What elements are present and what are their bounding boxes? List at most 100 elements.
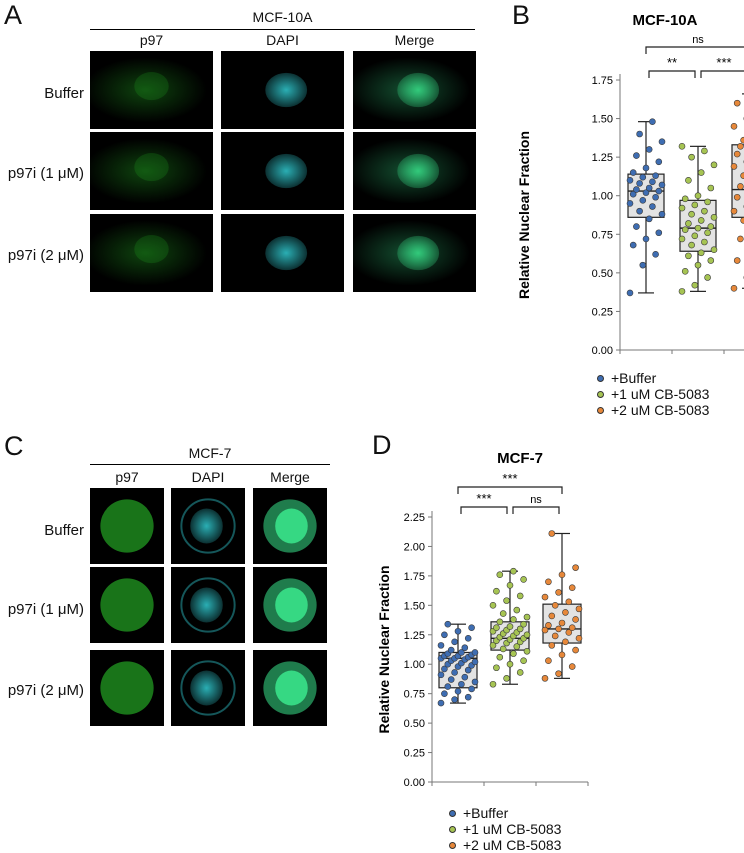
- panel-c-image-r2-p97: [90, 567, 164, 643]
- chart-b-point: [704, 198, 711, 206]
- chart-d-sig-bracket: [512, 506, 560, 514]
- chart-b-point: [639, 261, 647, 269]
- panel-c-col-merge: Merge: [270, 469, 310, 485]
- chart-d-point: [513, 643, 521, 650]
- chart-d-point: [489, 680, 497, 688]
- chart-b-point: [733, 257, 741, 264]
- chart-d-sig-bracket: [460, 506, 508, 514]
- panel-d-letter: D: [372, 430, 392, 460]
- panel-c-letter: C: [4, 431, 24, 461]
- chart-b-point: [633, 186, 640, 193]
- panel-a-image-r2-dapi: [221, 132, 344, 210]
- chart-b-point: [733, 99, 741, 107]
- chart-b-point: [626, 289, 634, 297]
- legend-b-buffer: +Buffer: [597, 370, 656, 386]
- chart-d-point: [551, 602, 559, 609]
- chart-d-point: [441, 690, 448, 697]
- chart-b-point: [737, 183, 744, 190]
- chart-d-point: [555, 625, 562, 633]
- chart-b-point: [639, 197, 647, 204]
- panel-c-image-r2-dapi: [171, 567, 245, 643]
- panel-c-image-r1-p97: [90, 488, 164, 564]
- chart-b-point: [639, 173, 647, 181]
- panel-c-row-p97i-2: p97i (2 μM): [7, 682, 84, 699]
- chart-b-point: [678, 204, 686, 212]
- chart-d-point: [545, 657, 552, 664]
- chart-b-point: [740, 217, 744, 224]
- chart-b-point: [642, 164, 650, 172]
- panel-a-image-r1-merge: [353, 51, 476, 129]
- chart-d-point: [496, 653, 504, 661]
- chart-b-point: [688, 153, 695, 161]
- chart-d-point: [572, 564, 579, 571]
- chart-d-point: [499, 610, 507, 617]
- panel-c-row-buffer: Buffer: [44, 522, 84, 539]
- chart-d-point: [496, 618, 504, 626]
- panel-a-image-r2-merge: [353, 132, 476, 210]
- panel-c-image-r3-p97: [90, 650, 164, 726]
- chart-d-point: [558, 619, 566, 627]
- chart-b-sig-label: ns: [692, 34, 704, 46]
- panel-a-row-p97i-1: p97i (1 μM): [7, 165, 84, 182]
- chart-b-point: [697, 169, 705, 176]
- chart-b-sig-label: ***: [716, 55, 731, 70]
- panel-a-row-p97i-2: p97i (2 μM): [7, 247, 84, 264]
- panel-c-col-dapi: DAPI: [191, 469, 225, 485]
- chart-b-point: [707, 257, 715, 264]
- chart-d-point: [541, 675, 549, 682]
- chart-d-point: [548, 642, 556, 649]
- chart-d-point: [523, 631, 531, 639]
- chart-d-point: [541, 626, 549, 634]
- chart-b-point: [685, 176, 692, 184]
- chart-d-y-tick-label: 2.25: [404, 512, 425, 524]
- chart-b-point: [645, 184, 653, 192]
- chart-b-point: [649, 203, 656, 210]
- chart-d-y-tick-label: 0.25: [404, 748, 425, 760]
- chart-d-point: [548, 530, 556, 537]
- chart-b-point: [629, 169, 637, 176]
- chart-d-point: [444, 620, 452, 628]
- chart-b-point: [730, 284, 738, 292]
- panel-a-image-r3-merge: [353, 214, 476, 292]
- legend-d-buffer-marker: [449, 809, 456, 817]
- chart-b-point: [655, 158, 663, 166]
- chart-b-point: [678, 288, 686, 295]
- chart-d-point: [568, 584, 576, 591]
- chart-b-point: [691, 201, 699, 209]
- legend-b-cb1: +1 uM CB-5083: [597, 386, 709, 402]
- panel-a-image-r1-dapi: [221, 51, 344, 129]
- chart-b-point: [701, 207, 708, 215]
- chart-d-point: [562, 609, 569, 616]
- panel-c-rule: [90, 464, 330, 465]
- chart-d-point: [468, 685, 475, 693]
- chart-d-point: [447, 646, 455, 654]
- chart-b-point: [730, 163, 738, 170]
- legend-b-buffer-label: +Buffer: [611, 370, 657, 386]
- chart-b-point: [658, 181, 666, 189]
- panel-a-col-p97: p97: [139, 32, 164, 48]
- legend-d-cb1-label: +1 uM CB-5083: [463, 821, 562, 837]
- chart-b-point: [740, 136, 744, 144]
- chart-b-point: [629, 190, 637, 198]
- panel-a-image-r1-p97: [90, 51, 213, 129]
- chart-d-point: [523, 613, 531, 621]
- panel-c-image-r2-merge: [253, 567, 327, 643]
- chart-d-y-tick-label: 0.75: [404, 689, 425, 701]
- chart-d-point: [523, 647, 531, 655]
- chart-d-point: [513, 606, 521, 614]
- chart-b-point: [707, 223, 715, 230]
- chart-b-point: [642, 189, 650, 196]
- chart-b-point: [678, 235, 686, 243]
- chart-b-point: [740, 172, 744, 179]
- chart-b-point: [685, 220, 692, 227]
- chart-d-point: [464, 666, 472, 674]
- chart-b-point: [681, 268, 689, 275]
- chart-d-point: [506, 582, 514, 589]
- chart-b-point: [652, 193, 659, 201]
- legend-d-cb1-marker: [449, 825, 456, 833]
- panel-a-letter: A: [4, 0, 23, 30]
- chart-b-point: [658, 210, 666, 218]
- chart-b-point: [652, 172, 659, 179]
- chart-d-sig-label: ns: [530, 494, 542, 506]
- chart-d-point: [568, 663, 576, 670]
